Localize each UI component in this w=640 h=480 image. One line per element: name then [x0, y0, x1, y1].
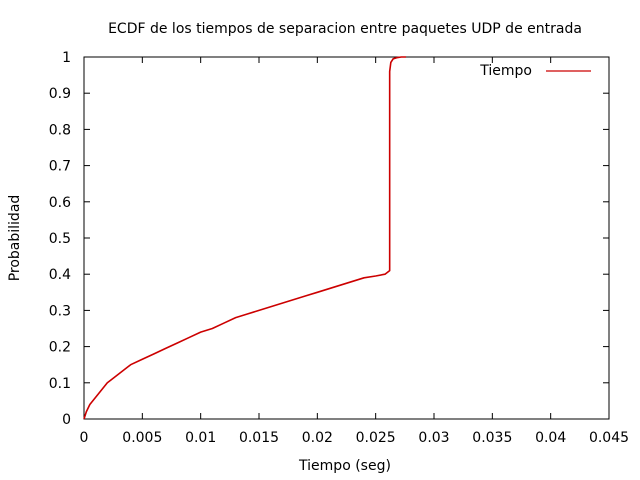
x-axis-ticks: 0 0.005 0.01 0.015 0.02 0.025 0.03 0.035 0.04 0.0…	[80, 57, 629, 446]
legend: Tiempo	[479, 63, 591, 79]
x-tick-label: 0.04	[535, 430, 566, 446]
y-axis-ticks: 0 0.1 0.2 0.3 0.4 0.5 0.6 0.7 0.8 0.9 1	[49, 50, 609, 428]
x-tick-label: 0.03	[418, 430, 449, 446]
y-tick-label: 0.9	[49, 86, 71, 102]
y-tick-label: 0.5	[49, 231, 71, 247]
y-tick-label: 0.8	[49, 122, 71, 138]
y-axis-label: Probabilidad	[7, 195, 23, 282]
y-tick-label: 0.6	[49, 195, 71, 211]
series-layer	[83, 56, 406, 420]
x-tick-label: 0.01	[185, 430, 216, 446]
x-tick-label: 0.045	[589, 430, 629, 446]
x-tick-label: 0.005	[122, 430, 162, 446]
x-tick-label: 0.025	[356, 430, 396, 446]
plot-frame	[83, 56, 610, 420]
x-axis-label: Tiempo (seg)	[298, 458, 391, 474]
series-line-tiempo	[83, 56, 406, 420]
x-tick-label: 0.015	[239, 430, 279, 446]
chart-title: ECDF de los tiempos de separacion entre …	[108, 21, 582, 37]
x-tick-label: 0.035	[472, 430, 512, 446]
x-tick-label: 0.02	[302, 430, 333, 446]
y-tick-label: 1	[62, 50, 71, 66]
y-tick-label: 0.1	[49, 376, 71, 392]
y-tick-label: 0.2	[49, 340, 71, 356]
y-tick-label: 0	[62, 412, 71, 428]
legend-label: Tiempo	[479, 63, 532, 79]
y-tick-label: 0.7	[49, 159, 71, 175]
y-tick-label: 0.4	[49, 267, 71, 283]
x-tick-label: 0	[80, 430, 89, 446]
y-tick-label: 0.3	[49, 303, 71, 319]
